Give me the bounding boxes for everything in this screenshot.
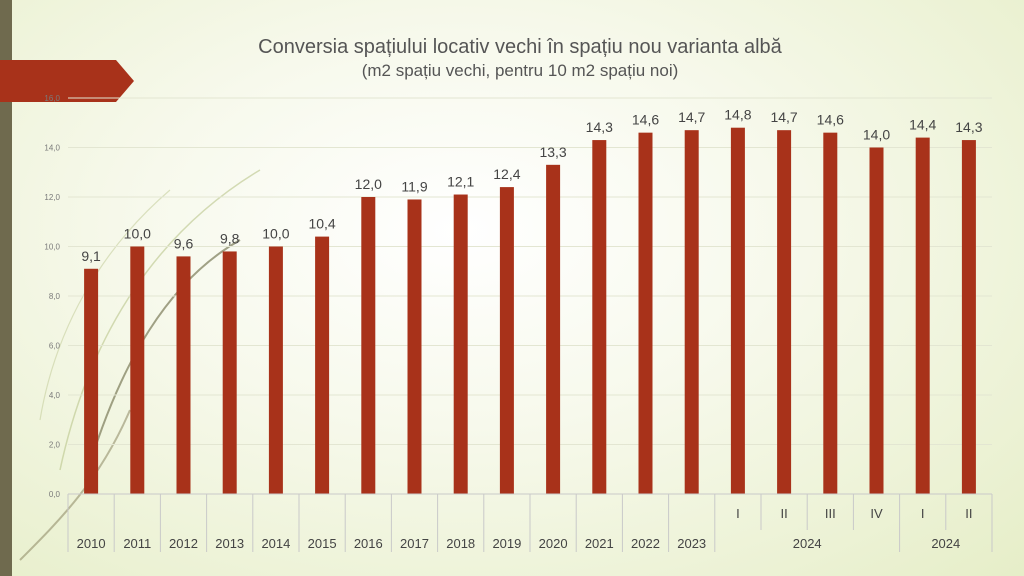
bar <box>84 268 99 494</box>
data-label: 12,4 <box>493 166 520 182</box>
y-tick-label: 6,0 <box>49 342 61 351</box>
data-label: 9,6 <box>174 235 194 251</box>
data-label: 14,7 <box>770 109 797 125</box>
data-label: 14,6 <box>632 112 659 128</box>
data-label: 9,1 <box>81 248 101 264</box>
bar <box>222 251 237 494</box>
x-tick-label: 2012 <box>169 536 198 551</box>
bar <box>176 256 191 494</box>
bar <box>730 127 745 494</box>
bar <box>453 194 468 494</box>
bar <box>546 164 561 494</box>
y-tick-label: 8,0 <box>49 292 61 301</box>
y-tick-label: 12,0 <box>44 193 60 202</box>
arrow-tab-decoration <box>0 60 134 102</box>
bar <box>684 130 699 495</box>
x-tick-label: 2017 <box>400 536 429 551</box>
y-tick-label: 16,0 <box>44 94 60 103</box>
data-label: 14,3 <box>586 119 613 135</box>
data-label: 11,9 <box>401 178 427 194</box>
bar <box>915 137 930 494</box>
y-tick-label: 10,0 <box>44 243 60 252</box>
data-label: 14,3 <box>955 119 982 135</box>
data-label: 10,0 <box>262 226 289 242</box>
data-label: 14,8 <box>724 107 751 123</box>
bar <box>361 197 376 494</box>
x-tick-label: 2019 <box>492 536 521 551</box>
x-tick-label: 2011 <box>123 536 151 551</box>
bar <box>592 140 607 494</box>
bar <box>869 147 884 494</box>
bar <box>268 246 283 494</box>
bar <box>499 187 514 494</box>
x-tick-label: 2015 <box>308 536 337 551</box>
chart-title-block: Conversia spațiului locativ vechi în spa… <box>150 34 890 82</box>
y-tick-label: 4,0 <box>49 391 61 400</box>
bar <box>777 130 792 495</box>
bar <box>823 132 838 494</box>
x-tick-label: I <box>921 506 925 521</box>
bar <box>638 132 653 494</box>
y-tick-label: 0,0 <box>49 490 61 499</box>
x-tick-label: II <box>780 506 787 521</box>
data-label: 12,0 <box>355 176 382 192</box>
x-tick-label: 2020 <box>539 536 568 551</box>
x-tick-label: 2018 <box>446 536 475 551</box>
left-decor-stripe <box>0 0 12 576</box>
x-tick-label: IV <box>870 506 883 521</box>
y-tick-label: 2,0 <box>49 441 61 450</box>
chart-title: Conversia spațiului locativ vechi în spa… <box>258 36 782 58</box>
x-tick-label: II <box>965 506 972 521</box>
x-tick-label: 2013 <box>215 536 244 551</box>
x-tick-label: I <box>736 506 740 521</box>
data-label: 12,1 <box>447 174 474 190</box>
x-tick-label: 2021 <box>585 536 614 551</box>
data-label: 14,6 <box>817 112 844 128</box>
x-tick-label: 2010 <box>77 536 106 551</box>
data-label: 9,8 <box>220 230 240 246</box>
chart-subtitle: (m2 spațiu vechi, pentru 10 m2 spațiu no… <box>361 61 679 80</box>
x-tick-label: 2014 <box>261 536 290 551</box>
bar <box>130 246 145 494</box>
x-group-label: 2024 <box>793 536 822 551</box>
data-label: 14,0 <box>863 127 890 143</box>
x-tick-label: III <box>825 506 836 521</box>
x-group-label: 2024 <box>931 536 960 551</box>
y-tick-label: 14,0 <box>44 144 60 153</box>
x-tick-label: 2023 <box>677 536 706 551</box>
x-tick-label: 2022 <box>631 536 660 551</box>
data-label: 14,4 <box>909 117 936 133</box>
data-label: 10,4 <box>308 216 335 232</box>
data-label: 10,0 <box>124 226 151 242</box>
data-label: 13,3 <box>539 144 566 160</box>
x-tick-label: 2016 <box>354 536 383 551</box>
bar <box>961 140 976 494</box>
bar <box>315 236 330 494</box>
bar <box>407 199 422 494</box>
data-label: 14,7 <box>678 109 705 125</box>
